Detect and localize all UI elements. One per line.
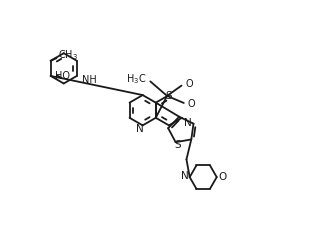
Text: N: N xyxy=(184,118,191,128)
Text: HO: HO xyxy=(55,71,70,81)
Text: N: N xyxy=(136,124,144,134)
Text: O: O xyxy=(186,79,193,89)
Text: NH: NH xyxy=(82,75,97,85)
Text: N: N xyxy=(181,171,189,181)
Text: H$_3$C: H$_3$C xyxy=(126,72,146,86)
Text: O: O xyxy=(218,172,227,182)
Text: S: S xyxy=(165,91,172,101)
Text: CH$_3$: CH$_3$ xyxy=(58,48,78,62)
Text: O: O xyxy=(188,99,196,109)
Text: S: S xyxy=(174,140,180,150)
